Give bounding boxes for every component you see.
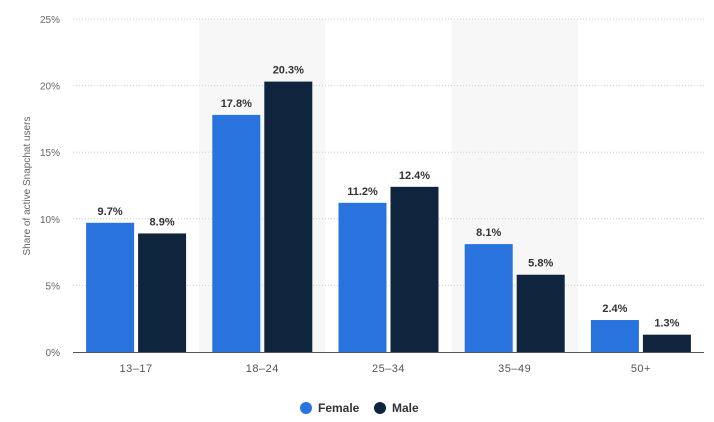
bar-male[interactable] xyxy=(138,233,187,352)
y-tick-label: 20% xyxy=(40,82,60,93)
data-label-male: 12.4% xyxy=(399,170,430,182)
x-tick-label: 25–34 xyxy=(372,363,405,375)
bar-male[interactable] xyxy=(390,186,439,352)
legend-item-female[interactable]: Female xyxy=(300,401,360,415)
data-label-female: 2.4% xyxy=(602,303,627,315)
y-tick-label: 15% xyxy=(40,148,60,159)
legend-label-male: Male xyxy=(392,401,419,415)
data-label-male: 20.3% xyxy=(273,65,304,77)
y-tick-label: 0% xyxy=(46,348,61,359)
legend-item-male[interactable]: Male xyxy=(374,401,419,415)
x-tick-label: 50+ xyxy=(631,363,651,375)
data-label-female: 8.1% xyxy=(476,227,501,239)
bars xyxy=(86,81,691,353)
bar-female[interactable] xyxy=(212,114,261,353)
x-tick-label: 35–49 xyxy=(498,363,531,375)
bar-female[interactable] xyxy=(338,202,387,352)
x-tick-label: 13–17 xyxy=(120,363,153,375)
data-label-female: 9.7% xyxy=(98,206,123,218)
y-axis-label: Share of active Snapchat users xyxy=(22,117,33,256)
bar-female[interactable] xyxy=(86,222,135,352)
y-tick-label: 10% xyxy=(40,215,60,226)
data-label-female: 11.2% xyxy=(347,186,378,198)
legend: Female Male xyxy=(300,401,419,415)
legend-swatch-male xyxy=(374,402,386,414)
data-label-male: 1.3% xyxy=(654,318,679,330)
y-tick-label: 5% xyxy=(46,281,61,292)
legend-swatch-female xyxy=(300,402,312,414)
y-tick-label: 25% xyxy=(40,15,60,26)
data-label-male: 5.8% xyxy=(528,258,553,270)
bar-female[interactable] xyxy=(464,244,513,352)
bar-male[interactable] xyxy=(264,81,313,352)
bar-female[interactable] xyxy=(590,320,639,352)
data-label-male: 8.9% xyxy=(150,216,175,228)
y-axis-ticks: 0% 5% 10% 15% 20% 25% xyxy=(40,15,60,359)
data-label-female: 17.8% xyxy=(221,98,252,110)
bar-male[interactable] xyxy=(642,334,691,352)
bar-male[interactable] xyxy=(516,274,565,352)
x-axis-ticks: 13–17 18–24 25–34 35–49 50+ xyxy=(120,363,651,375)
x-tick-label: 18–24 xyxy=(246,363,279,375)
legend-label-female: Female xyxy=(318,401,360,415)
data-labels: 9.7% 8.9% 17.8% 20.3% 11.2% 12.4% 8.1% 5.8% 2.4%… xyxy=(98,65,680,330)
